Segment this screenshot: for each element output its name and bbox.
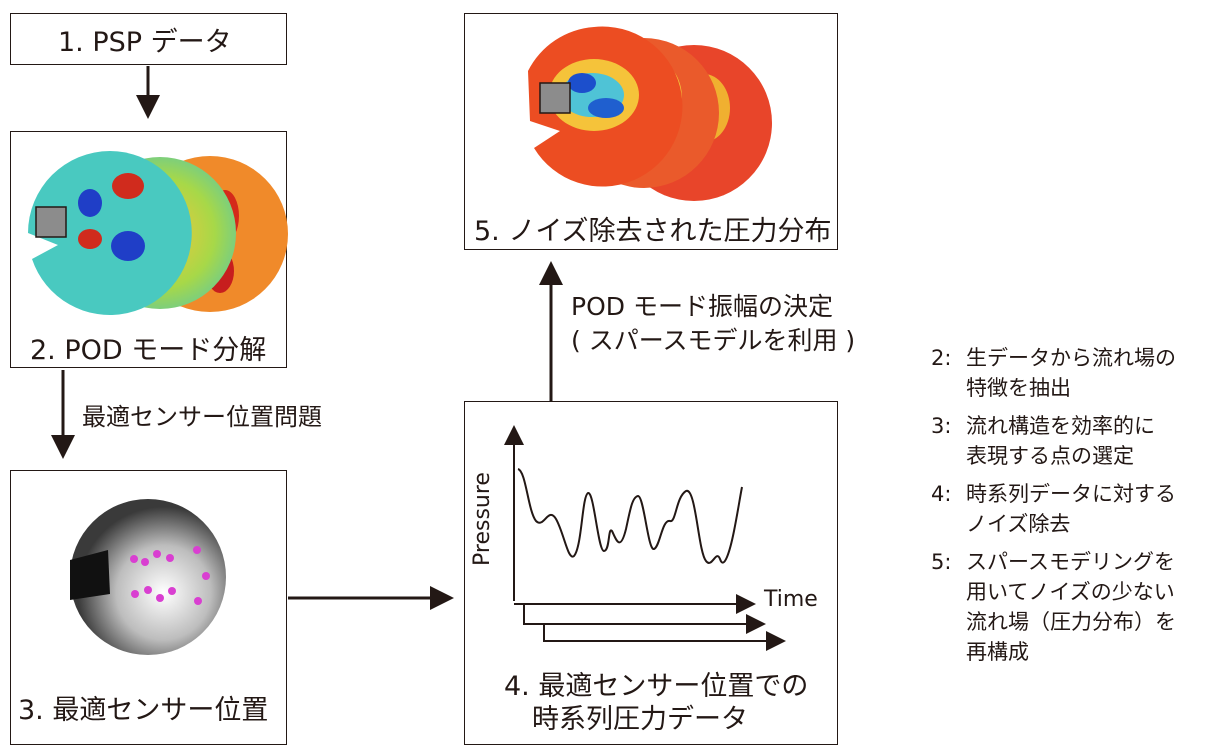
note-line: 特徴を抽出 (966, 376, 1071, 400)
note-line: 生データから流れ場の (966, 346, 1176, 370)
sensor-dot (153, 550, 161, 558)
arrow-4-5-label-line2: ( スパースモデルを利用 ) (571, 326, 856, 355)
obstacle-square (35, 206, 67, 238)
pod-mode-1-disc (28, 151, 192, 315)
sensor-dot (141, 558, 149, 566)
step4-box (464, 401, 838, 745)
note-item: 3: 流れ構造を効率的に 表現する点の選定 (931, 411, 1211, 471)
sensor-dot (144, 586, 152, 594)
step3-label: 3. 最適センサー位置 (18, 695, 269, 726)
note-item: 5: スパースモデリングを 用いてノイズの少ない 流れ場（圧力分布）を 再構成 (931, 547, 1211, 667)
sensor-dot (193, 546, 201, 554)
note-line: ノイズ除去 (966, 512, 1071, 536)
note-line: 用いてノイズの少ない (966, 580, 1175, 604)
sensor-dot (130, 555, 138, 563)
note-line: スパースモデリングを (966, 550, 1175, 574)
sensor-dot (166, 554, 174, 562)
step1-label: 1. PSP データ (58, 27, 232, 58)
note-line: 再構成 (966, 640, 1029, 664)
step4-label-line2: 時系列圧力データ (532, 704, 748, 735)
sensor-dot (156, 594, 164, 602)
arrow-4-5-label-line1: POD モード振幅の決定 (571, 292, 833, 321)
pressure-curve (517, 468, 743, 564)
note-number: 3: (931, 414, 952, 438)
note-item: 4: 時系列データに対する ノイズ除去 (931, 479, 1211, 539)
sensor-dot (168, 587, 176, 595)
arrow-2-3-label: 最適センサー位置問題 (82, 403, 322, 431)
step4-label-line1: 4. 最適センサー位置での (504, 671, 809, 702)
sensor-dot (202, 572, 210, 580)
note-number: 2: (931, 346, 952, 370)
note-number: 4: (931, 482, 952, 506)
sensor-dot (131, 590, 139, 598)
note-number: 5: (931, 550, 952, 574)
pod-modes-image (28, 151, 288, 315)
sensor-dot (194, 597, 202, 605)
note-line: 流れ場（圧力分布）を (966, 610, 1176, 634)
notes-list: 2: 生データから流れ場の 特徴を抽出 3: 流れ構造を効率的に 表現する点の選… (931, 343, 1211, 667)
denoised-pressure-image (528, 26, 772, 201)
pressure-time-series (504, 425, 786, 651)
note-line: 流れ構造を効率的に (966, 414, 1155, 438)
step1-box (10, 13, 287, 65)
note-item: 2: 生データから流れ場の 特徴を抽出 (931, 343, 1211, 403)
obstacle-square (539, 82, 571, 114)
step5-label: 5. ノイズ除去された圧力分布 (474, 216, 832, 247)
xlabel-time: Time (764, 587, 818, 612)
note-line: 表現する点の選定 (966, 444, 1134, 468)
sensor-map-image (70, 499, 226, 655)
step2-label: 2. POD モード分解 (30, 335, 267, 366)
note-line: 時系列データに対する (966, 482, 1176, 506)
